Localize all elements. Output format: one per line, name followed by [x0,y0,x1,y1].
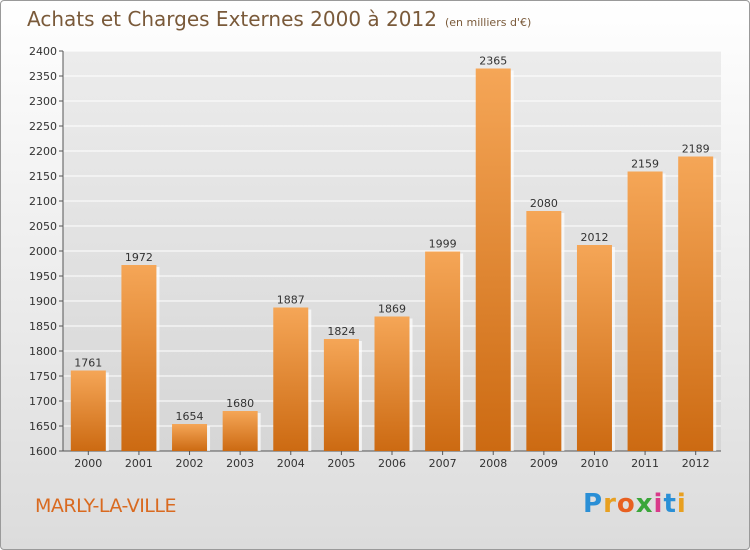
x-tick-label: 2005 [327,457,355,470]
x-tick-label: 2000 [74,457,102,470]
bar-value-label: 2159 [631,158,659,171]
bar [374,316,410,451]
bar-value-label: 1680 [226,397,254,410]
bar [526,211,562,451]
bar-value-label: 1887 [277,294,305,307]
x-tick-label: 2012 [682,457,710,470]
y-tick-label: 1750 [29,370,57,383]
bar-value-label: 1824 [327,325,355,338]
logo-letter: i [676,489,687,519]
x-tick-label: 2009 [530,457,558,470]
y-tick-label: 1850 [29,320,57,333]
bar-value-label: 1869 [378,303,406,316]
bar-value-label: 1999 [429,238,457,251]
x-tick-label: 2001 [125,457,153,470]
title-block: Achats et Charges Externes 2000 à 2012 (e… [27,7,531,31]
x-tick-label: 2008 [479,457,507,470]
bar-value-label: 2080 [530,197,558,210]
logo-letter: o [616,489,636,519]
y-tick-label: 1650 [29,420,57,433]
logo-letter: r [603,489,617,519]
bar-value-label: 2365 [479,55,507,68]
bar [172,424,208,451]
y-tick-label: 1800 [29,345,57,358]
chart-title: Achats et Charges Externes 2000 à 2012 [27,7,437,31]
y-tick-label: 1700 [29,395,57,408]
bar-value-label: 1972 [125,251,153,264]
y-tick-label: 2050 [29,220,57,233]
logo-letter: P [583,489,604,519]
bar [70,370,106,451]
y-tick-label: 2250 [29,120,57,133]
logo-letter: i [653,489,664,519]
y-tick-label: 2400 [29,45,57,58]
bar-value-label: 2012 [580,231,608,244]
bar [273,307,309,451]
bar [576,245,612,451]
bar [627,171,663,451]
bar [121,265,157,451]
bar [475,68,511,451]
y-tick-label: 2150 [29,170,57,183]
x-tick-label: 2004 [277,457,305,470]
bar [425,251,461,451]
y-tick-label: 2200 [29,145,57,158]
x-tick-label: 2007 [429,457,457,470]
x-tick-label: 2006 [378,457,406,470]
y-tick-label: 1950 [29,270,57,283]
y-tick-label: 2300 [29,95,57,108]
y-tick-label: 1600 [29,445,57,458]
x-tick-label: 2010 [580,457,608,470]
x-tick-label: 2011 [631,457,659,470]
bar-value-label: 2189 [682,143,710,156]
y-tick-label: 2100 [29,195,57,208]
x-tick-label: 2002 [176,457,204,470]
unit-note: (en milliers d'€) [444,16,532,29]
bar-value-label: 1761 [74,357,102,370]
y-tick-label: 2000 [29,245,57,258]
commune-name: MARLY-LA-VILLE [35,495,176,517]
bar [222,411,258,451]
logo-letter: t [663,489,677,519]
bar [678,156,714,451]
y-tick-label: 2350 [29,70,57,83]
x-tick-label: 2003 [226,457,254,470]
y-tick-label: 1900 [29,295,57,308]
proxiti-logo: Proxiti [583,489,687,519]
logo-letter: x [635,489,654,519]
bar [323,339,359,451]
bar-value-label: 1654 [176,410,204,423]
